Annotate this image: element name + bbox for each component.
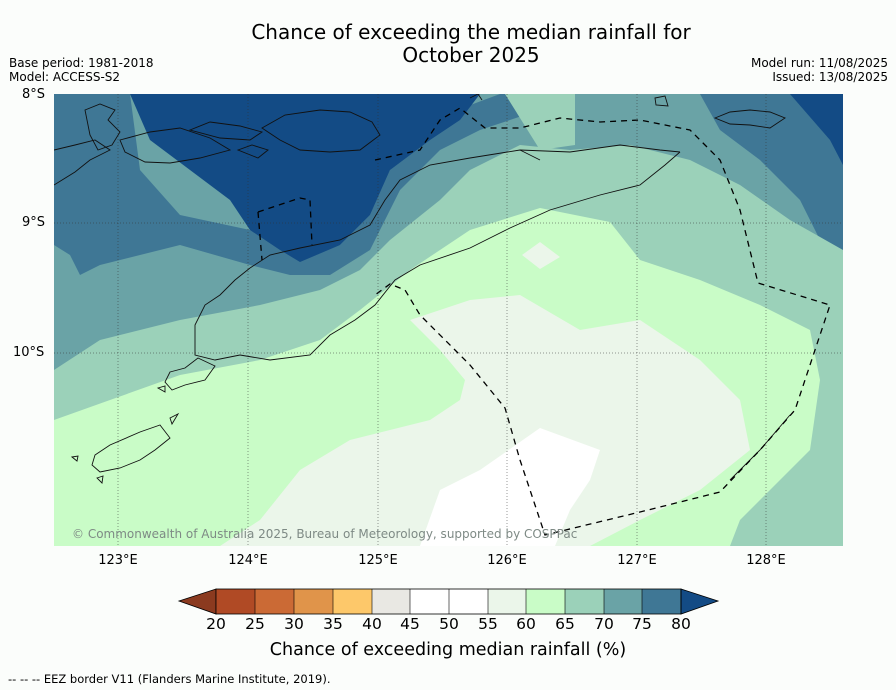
colorbar-label: Chance of exceeding median rainfall (%) [269, 640, 627, 660]
model-text: Model: ACCESS-S2 [9, 70, 121, 84]
lat-label-9s: 9°S [22, 215, 46, 230]
colorbar-tick-60: 60 [516, 615, 536, 633]
lon-label-125e: 125°E [358, 553, 398, 568]
lat-label-10s: 10°S [13, 345, 45, 360]
model-run-text: Model run: 11/08/2025 [750, 56, 888, 70]
colorbar-swatch-60-65 [526, 589, 565, 614]
colorbar-swatch-70-75 [604, 589, 642, 614]
colorbar-tick-30: 30 [284, 615, 304, 633]
colorbar-tick-20: 20 [206, 615, 226, 633]
map-title-line1: Chance of exceeding the median rainfall … [251, 20, 691, 44]
colorbar-tick-75: 75 [632, 615, 652, 633]
coastline [54, 94, 791, 484]
zone-65-70-north [505, 94, 575, 150]
colorbar-tick-25: 25 [245, 615, 265, 633]
base-period-text: Base period: 1981-2018 [9, 56, 154, 70]
colorbar-swatch-50-55 [449, 589, 488, 614]
lon-label-126e: 126°E [487, 553, 527, 568]
eez-legend-footer: -- -- -- EEZ border V11 (Flanders Marine… [8, 672, 331, 686]
eez-border [257, 107, 831, 536]
zone-75-80-west [54, 94, 560, 275]
colorbar-swatch-30-35 [294, 589, 333, 614]
colorbar-swatch-40-45 [372, 589, 410, 614]
zone-50-55 [420, 428, 600, 546]
zone-75-80-east [700, 94, 843, 260]
colorbar-high-extension [680, 588, 720, 615]
lon-label-128e: 128°E [746, 553, 786, 568]
colorbar-swatch-20-25 [216, 589, 255, 614]
colorbar-tick-50: 50 [439, 615, 459, 633]
zone-80-plus-east [790, 94, 843, 165]
colorbar-swatch-25-30 [255, 589, 294, 614]
colorbar-swatch-65-70 [565, 589, 604, 614]
colorbar-swatch-55-60 [488, 589, 526, 614]
colorbar-tick-65: 65 [555, 615, 575, 633]
zone-55-60 [220, 295, 750, 546]
colorbar-low-extension [177, 588, 217, 615]
graticule [54, 94, 843, 546]
lat-label-8s: 8°S [22, 87, 46, 102]
map-title-line2: October 2025 [402, 43, 540, 67]
colorbar-tick-40: 40 [362, 615, 382, 633]
colorbar-tick-45: 45 [400, 615, 420, 633]
colorbar-swatch-75-80 [642, 589, 681, 614]
colorbar-tick-55: 55 [478, 615, 498, 633]
lon-label-123e: 123°E [98, 553, 138, 568]
colorbar-swatch-45-50 [410, 589, 449, 614]
colorbar-tick-80: 80 [671, 615, 691, 633]
zone-80-plus-west [130, 94, 480, 262]
issued-text: Issued: 13/08/2025 [772, 70, 888, 84]
colorbar-swatch-35-40 [333, 589, 372, 614]
lon-label-124e: 124°E [228, 553, 268, 568]
colorbar-tick-70: 70 [594, 615, 614, 633]
copyright-text: © Commonwealth of Australia 2025, Bureau… [72, 527, 578, 541]
lon-label-127e: 127°E [617, 553, 657, 568]
colorbar-tick-35: 35 [323, 615, 343, 633]
zone-55-60-spot [522, 242, 560, 269]
